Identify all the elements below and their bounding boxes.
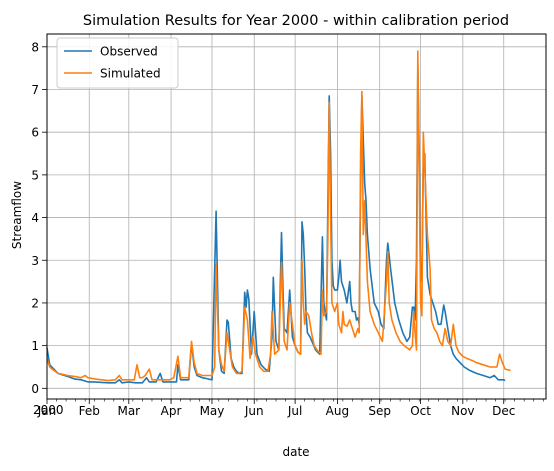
y-tick-label: 5 (31, 168, 39, 182)
y-tick-label: 7 (31, 83, 39, 97)
legend: Observed Simulated (56, 37, 179, 89)
year-label: 2000 (33, 403, 64, 417)
plot-frame (46, 33, 547, 400)
series-lines (46, 50, 511, 384)
x-axis-label: date (282, 445, 309, 459)
x-tick-label: Jan (37, 404, 57, 418)
y-tick-label: 6 (31, 126, 39, 140)
legend-label-observed: Observed (100, 45, 158, 59)
x-tick-label: Oct (410, 404, 431, 418)
y-axis-label: Streamflow (10, 181, 24, 249)
y-tick-label: 4 (31, 211, 39, 225)
series-line-simulated (46, 50, 511, 382)
chart-title: Simulation Results for Year 2000 - withi… (83, 13, 509, 29)
x-tick-label: Mar (117, 404, 140, 418)
y-tick-label: 1 (31, 339, 39, 353)
legend-label-simulated: Simulated (100, 67, 161, 81)
x-tick-label: Dec (492, 404, 515, 418)
y-tick-label: 3 (31, 254, 39, 268)
x-tick-label: Apr (161, 404, 182, 418)
y-tick-label: 8 (31, 40, 39, 54)
x-tick-label: Feb (79, 404, 100, 418)
x-tick-label: May (200, 404, 225, 418)
x-tick-label: Nov (451, 404, 474, 418)
x-tick-label: Aug (326, 404, 349, 418)
y-tick-label: 2 (31, 296, 39, 310)
axes: Jan Feb Mar Apr May Jun Jul Aug Sep Oct Nov Dec 0 1 2 3… (31, 40, 544, 418)
x-tick-label: Sep (368, 404, 391, 418)
y-tick-label: 0 (31, 382, 39, 396)
x-tick-label: Jul (287, 404, 302, 418)
x-tick-label: Jun (244, 404, 264, 418)
